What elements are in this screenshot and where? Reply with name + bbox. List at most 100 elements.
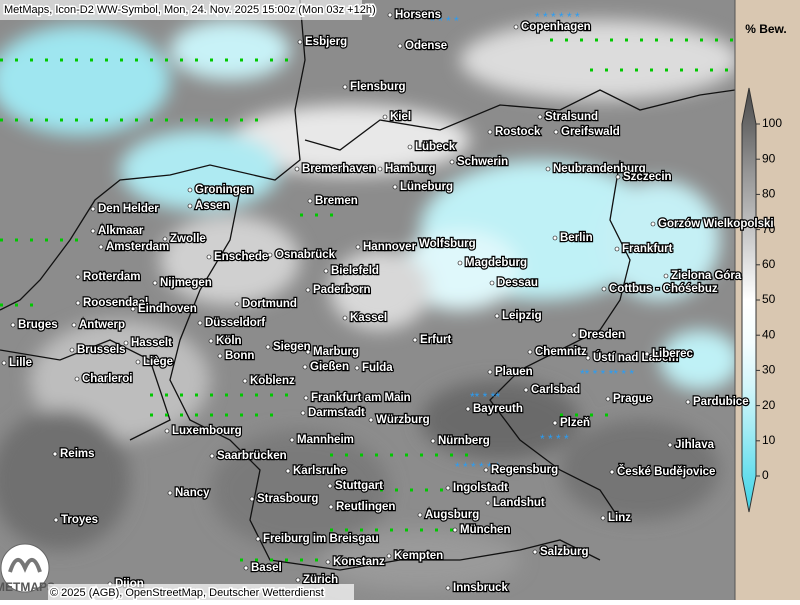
city-dot (294, 166, 300, 172)
city-label: Nancy (175, 487, 210, 499)
svg-text:* * * *: * * * * (540, 432, 569, 446)
colorbar-tick-label: 60 (762, 257, 776, 271)
city-dot (615, 174, 621, 180)
city-dot (386, 553, 392, 559)
city-label: Rostock (495, 126, 541, 138)
city-label: Flensburg (350, 81, 406, 93)
city-dot (605, 396, 611, 402)
city-label: Chemnitz (535, 346, 587, 358)
city-label: Reutlingen (336, 501, 395, 513)
city-dot (527, 349, 533, 355)
city-label: Plzeň (560, 417, 590, 429)
city-label: Mannheim (297, 434, 354, 446)
city-label: Bonn (225, 350, 254, 362)
colorbar-tick-label: 30 (762, 363, 776, 377)
city-dot (297, 39, 303, 45)
city-dot (600, 515, 606, 521)
city-label: Alkmaar (98, 225, 144, 237)
city-dot (187, 203, 193, 209)
city-dot (342, 315, 348, 321)
city-label: Lille (9, 357, 32, 369)
city-dot (209, 453, 215, 459)
city-dot (217, 353, 223, 359)
city-label: Nijmegen (160, 277, 212, 289)
city-label: Nürnberg (438, 435, 490, 447)
city-label: Greifswald (561, 126, 620, 138)
city-dot (328, 504, 334, 510)
city-label: Dessau (497, 277, 538, 289)
city-label: Erfurt (420, 334, 451, 346)
city-label: Groningen (195, 184, 253, 196)
city-dot (412, 337, 418, 343)
city-label: Hasselt (131, 337, 172, 349)
city-label: Innsbruck (453, 582, 509, 594)
colorbar (741, 87, 757, 513)
city-dot (571, 332, 577, 338)
city-dot (52, 451, 58, 457)
city-dot (523, 387, 529, 393)
city-label: Karlsruhe (293, 465, 347, 477)
city-dot (162, 236, 168, 242)
city-label: Magdeburg (465, 257, 527, 269)
colorbar-tick-label: 20 (762, 398, 776, 412)
city-label: Rotterdam (83, 271, 141, 283)
city-label: Berlin (560, 232, 593, 244)
colorbar-tick-label: 80 (762, 187, 776, 201)
city-dot (71, 322, 77, 328)
city-label: Jihlava (675, 439, 715, 451)
city-dot (494, 313, 500, 319)
city-label: Antwerp (79, 319, 125, 331)
city-dot (392, 184, 398, 190)
city-label: Carlsbad (531, 384, 580, 396)
city-dot (585, 355, 591, 361)
city-dot (465, 406, 471, 412)
city-dot (411, 241, 417, 247)
colorbar-tick-label: 70 (762, 222, 776, 236)
header-bg (0, 0, 362, 20)
city-dot (545, 166, 551, 172)
city-dot (1, 360, 7, 366)
city-label: Szczecin (623, 171, 672, 183)
city-dot (485, 500, 491, 506)
city-dot (135, 359, 141, 365)
city-label: Cottbus - Chóśebuz (609, 283, 718, 295)
city-dot (164, 428, 170, 434)
city-label: Zwolle (170, 233, 206, 245)
snow-symbols: * * * * * * * * * * ** * ** ** * * ** * * *… (430, 10, 634, 474)
city-label: Zürich (303, 574, 338, 586)
city-dot (302, 364, 308, 370)
city-label: Den Helder (98, 203, 159, 215)
city-dot (289, 437, 295, 443)
city-label: Reims (60, 448, 95, 460)
city-dot (601, 286, 607, 292)
footer-copyright: © 2025 (AGB), OpenStreetMap, Deutscher W… (50, 587, 324, 599)
city-dot (553, 129, 559, 135)
colorbar-tick-label: 0 (762, 468, 769, 482)
city-dot (483, 467, 489, 473)
cloud-field (0, 20, 740, 590)
city-label: Augsburg (425, 509, 479, 521)
city-dot (187, 187, 193, 193)
city-label: Lübeck (415, 141, 456, 153)
city-label: Bremen (315, 195, 358, 207)
city-label: Troyes (61, 514, 98, 526)
city-dot (552, 235, 558, 241)
city-dot (323, 268, 329, 274)
city-label: Saarbrücken (217, 450, 287, 462)
city-label: Kempten (394, 550, 443, 562)
svg-text:* * * * * *: * * * * * * (535, 10, 580, 24)
city-dot (487, 129, 493, 135)
city-dot (69, 347, 75, 353)
city-dot (98, 244, 104, 250)
city-dot (445, 485, 451, 491)
city-label: Bruges (18, 319, 58, 331)
city-dot (342, 84, 348, 90)
city-dot (305, 287, 311, 293)
city-dot (355, 244, 361, 250)
city-label: Ingolstadt (453, 482, 508, 494)
city-dot (487, 369, 493, 375)
city-label: Hamburg (385, 163, 435, 175)
city-label: Bielefeld (331, 265, 379, 277)
